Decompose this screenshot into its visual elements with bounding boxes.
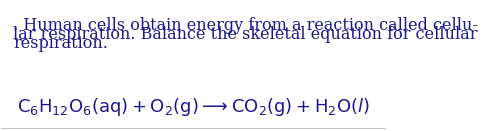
Text: $\mathrm{C_6H_{12}O_6(aq) + O_2(g) \longrightarrow CO_2(g) + H_2O(\mathit{l})}$: $\mathrm{C_6H_{12}O_6(aq) + O_2(g) \long… [17,95,370,118]
Text: respiration.: respiration. [13,35,108,52]
Text: lar respiration. Balance the skeletal equation for cellular: lar respiration. Balance the skeletal eq… [13,26,477,43]
Text: . Human cells obtain energy from a reaction called cellu-: . Human cells obtain energy from a react… [13,17,478,34]
